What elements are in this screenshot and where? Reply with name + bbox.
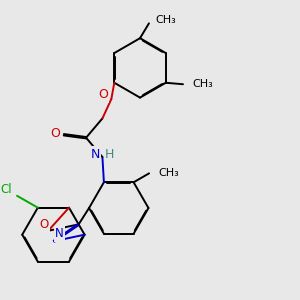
Text: CH₃: CH₃ bbox=[155, 15, 176, 25]
Text: O: O bbox=[50, 127, 60, 140]
Text: Cl: Cl bbox=[1, 183, 12, 196]
Text: CH₃: CH₃ bbox=[192, 79, 213, 89]
Text: N: N bbox=[90, 148, 100, 160]
Text: CH₃: CH₃ bbox=[159, 168, 179, 178]
Text: H: H bbox=[105, 148, 115, 160]
Text: O: O bbox=[39, 218, 48, 231]
Text: N: N bbox=[55, 227, 64, 240]
Text: O: O bbox=[98, 88, 108, 101]
